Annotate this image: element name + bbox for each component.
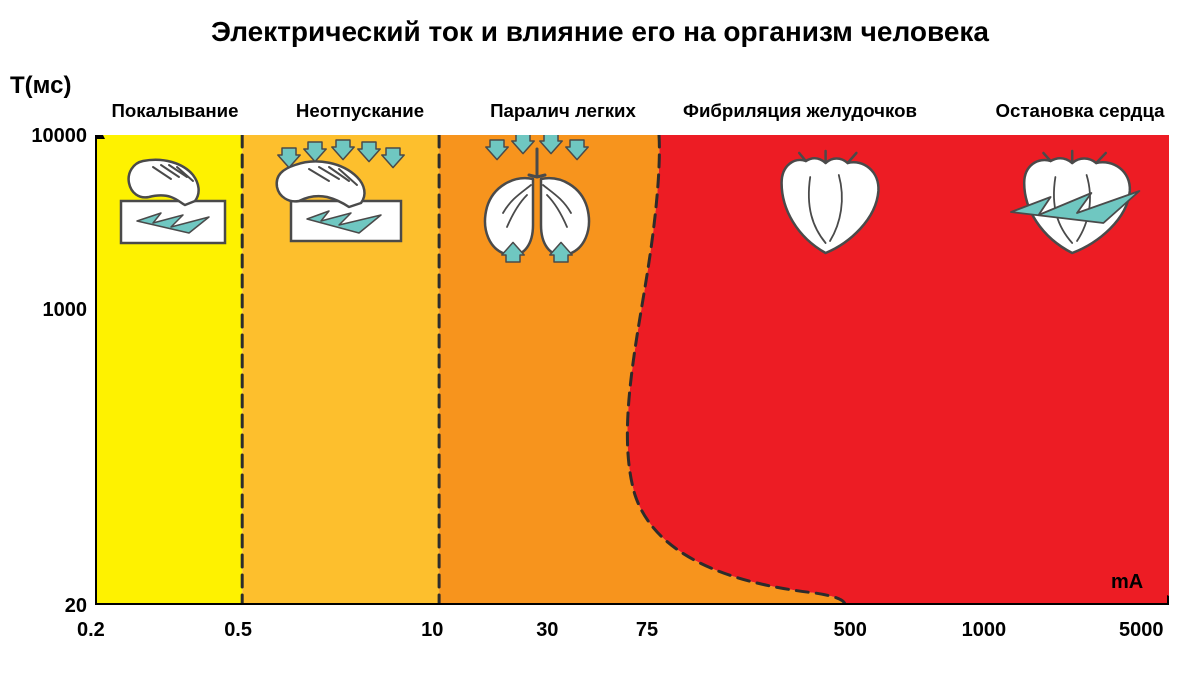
x-tick-75: 75 bbox=[636, 619, 658, 642]
x-tick-0.5: 0.5 bbox=[224, 619, 252, 642]
chart-title: Электрический ток и влияние его на орган… bbox=[0, 16, 1200, 48]
zone-label-tingling: Покалывание bbox=[75, 100, 275, 122]
y-tick-1000: 1000 bbox=[43, 299, 88, 322]
heart-fibrillation-icon bbox=[782, 151, 879, 253]
lungs-icon bbox=[485, 135, 589, 262]
heart-arrest-icon bbox=[1011, 151, 1139, 253]
y-tick-20: 20 bbox=[65, 595, 87, 618]
y-axis-label: T(мс) bbox=[10, 72, 71, 100]
icons-layer bbox=[95, 135, 1169, 605]
x-tick-30: 30 bbox=[536, 619, 558, 642]
zone-label-fibrillation: Фибриляция желудочков bbox=[660, 100, 940, 122]
zone-label-no_let_go: Неотпускание bbox=[260, 100, 460, 122]
no-let-go-hand-icon bbox=[277, 140, 405, 241]
zone-label-cardiac_arrest: Остановка сердца bbox=[965, 100, 1195, 122]
x-tick-10: 10 bbox=[421, 619, 443, 642]
x-tick-1000: 1000 bbox=[962, 619, 1007, 642]
plot-area bbox=[95, 135, 1169, 605]
y-tick-10000: 10000 bbox=[31, 125, 87, 148]
tingling-hand-icon bbox=[121, 160, 225, 243]
x-tick-0.2: 0.2 bbox=[77, 619, 105, 642]
x-tick-500: 500 bbox=[834, 619, 867, 642]
zone-label-lung_paralysis: Паралич легких bbox=[463, 100, 663, 122]
x-tick-5000: 5000 bbox=[1119, 619, 1164, 642]
x-axis-label: mA bbox=[1111, 571, 1143, 594]
